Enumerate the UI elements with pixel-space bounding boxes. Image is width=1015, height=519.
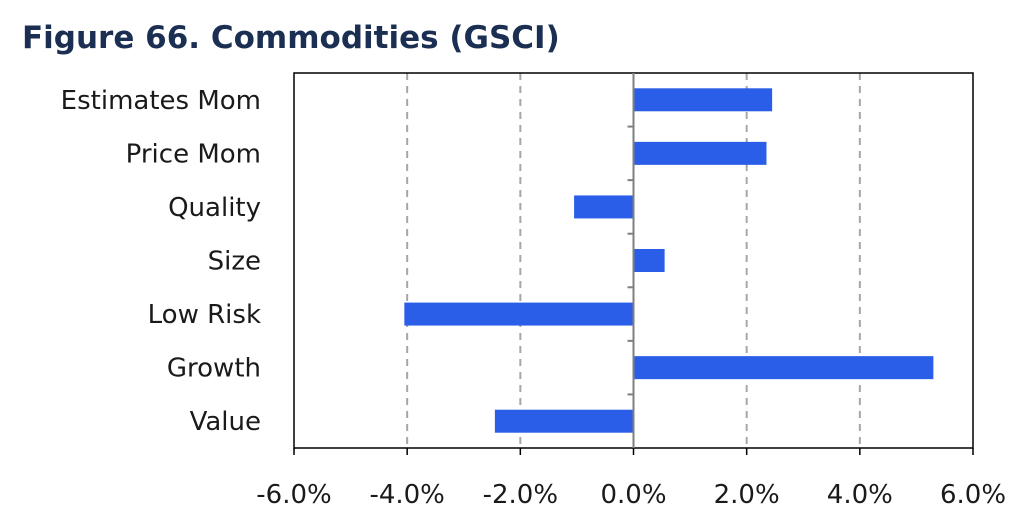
x-tick-label: 0.0% [600, 480, 666, 510]
bars [404, 88, 934, 433]
bar-price-mom [633, 141, 767, 165]
x-tick-label: 2.0% [714, 480, 780, 510]
x-tick-label: -6.0% [256, 480, 331, 510]
category-label: Value [190, 407, 261, 437]
x-tick-label: -2.0% [483, 480, 558, 510]
gridlines [406, 73, 861, 448]
category-label: Estimates Mom [61, 86, 261, 116]
labels: -6.0% -4.0% -2.0% 0.0% 2.0% 4.0% 6.0% Estimates… [61, 86, 1006, 510]
bar-size [633, 249, 665, 272]
category-label: Size [208, 247, 261, 277]
category-label: Price Mom [126, 139, 261, 169]
bar-value [494, 409, 634, 433]
x-tick-label: -4.0% [369, 480, 444, 510]
category-label: Growth [167, 354, 261, 384]
x-tick-label: 4.0% [827, 480, 893, 510]
bar-quality [574, 195, 634, 219]
bar-estimates-mom [633, 88, 773, 112]
x-tick-label: 6.0% [940, 480, 1006, 510]
category-label: Low Risk [148, 300, 261, 330]
axes [293, 72, 974, 455]
chart-title: Figure 66. Commodities (GSCI) [22, 20, 560, 56]
category-label: Quality [168, 193, 261, 223]
bar-low-risk [404, 302, 634, 326]
bar-growth [633, 356, 934, 380]
